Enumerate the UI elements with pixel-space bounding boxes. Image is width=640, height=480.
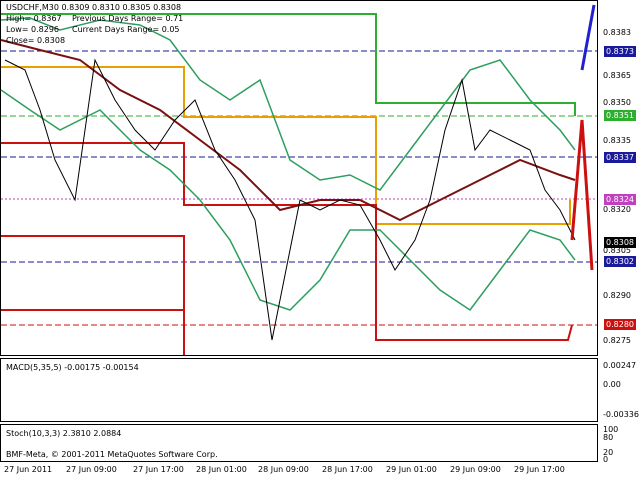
- price-tag-red-level: 0.8280: [604, 319, 636, 330]
- price-tag-blue-level: 0.8337: [604, 152, 636, 163]
- price-scale-label: 0.8350: [603, 98, 631, 107]
- price-scale-label: 0.8305: [603, 246, 631, 255]
- price-tag-current-bid: 0.8308: [604, 237, 636, 248]
- stochastic-scale-label: 100: [603, 425, 619, 434]
- symbol-timeframe: USDCHF,M30 0.8309 0.8310 0.8305 0.8308: [6, 3, 181, 13]
- daily-low-level-line: [1, 309, 185, 355]
- daily-high-level-line: [1, 13, 576, 116]
- price-chart-panel[interactable]: [0, 0, 598, 356]
- close-label: Close= 0.8308: [6, 36, 66, 45]
- forecast-blue-arrow: [580, 4, 596, 71]
- stochastic-scale-label: 20: [603, 448, 614, 457]
- high-label: High= 0.8367: [6, 14, 62, 23]
- price-tag-blue-level: 0.8373: [604, 46, 636, 57]
- ohlc-values: 0.8309 0.8310 0.8305 0.8308: [61, 3, 182, 12]
- price-scale-label: 0.8290: [603, 291, 631, 300]
- symbol-label: USDCHF,M30: [6, 3, 59, 12]
- time-axis-label: 28 Jun 09:00: [258, 465, 309, 474]
- time-axis-label: 29 Jun 17:00: [514, 465, 565, 474]
- stochastic-indicator-panel[interactable]: [0, 424, 598, 462]
- price-scale[interactable]: [598, 0, 640, 356]
- bollinger-upper-band: [0, 17, 576, 191]
- moving-average-line: [0, 39, 576, 222]
- price-scale-label: 0.8335: [603, 136, 631, 145]
- time-axis-label: 28 Jun 17:00: [322, 465, 373, 474]
- price-tag-pivot-level: 0.8324: [604, 194, 636, 205]
- previous-days-range: Previous Days Range= 0.71: [72, 14, 184, 23]
- price-scale-label: 0.8383: [603, 28, 631, 37]
- macd-scale-label: 0.00247: [603, 361, 637, 370]
- macd-indicator-panel[interactable]: [0, 358, 598, 422]
- macd-title: MACD(5,35,5) -0.00175 -0.00154: [6, 363, 139, 372]
- daily-level-line: [1, 142, 377, 228]
- stochastic-scale-label: 80: [603, 433, 614, 442]
- time-axis-label: 27 Jun 2011: [4, 465, 53, 474]
- price-scale-label: 0.8320: [603, 205, 631, 214]
- time-axis-label: 29 Jun 01:00: [386, 465, 437, 474]
- current-days-range: Current Days Range= 0.05: [72, 25, 180, 34]
- time-axis-label: 27 Jun 09:00: [66, 465, 117, 474]
- stochastic-scale-label: 0: [603, 455, 609, 464]
- price-tag-blue-level: 0.8302: [604, 256, 636, 267]
- low-label: Low= 0.8296: [6, 25, 59, 34]
- macd-scale-label: -0.00336: [603, 410, 639, 419]
- daily-low-level-line: [1, 235, 185, 355]
- stochastic-title: Stoch(10,3,3) 2.3810 2.0884: [6, 429, 122, 438]
- daily-low-level-line: [375, 228, 573, 341]
- time-axis-label: 27 Jun 17:00: [133, 465, 184, 474]
- forecast-red-line: [570, 119, 594, 271]
- price-path-line: [4, 58, 576, 341]
- time-axis-label: 28 Jun 01:00: [196, 465, 247, 474]
- copyright-watermark: BMF-Meta, © 2001-2011 MetaQuotes Softwar…: [6, 450, 218, 459]
- time-axis-label: 29 Jun 09:00: [450, 465, 501, 474]
- price-scale-label: 0.8275: [603, 336, 631, 345]
- macd-scale-label: 0.00: [603, 380, 621, 389]
- daily-open-level-line: [1, 66, 571, 225]
- price-scale-label: 0.8365: [603, 71, 631, 80]
- price-tag-green-level: 0.8351: [604, 110, 636, 121]
- bollinger-lower-band: [0, 89, 576, 312]
